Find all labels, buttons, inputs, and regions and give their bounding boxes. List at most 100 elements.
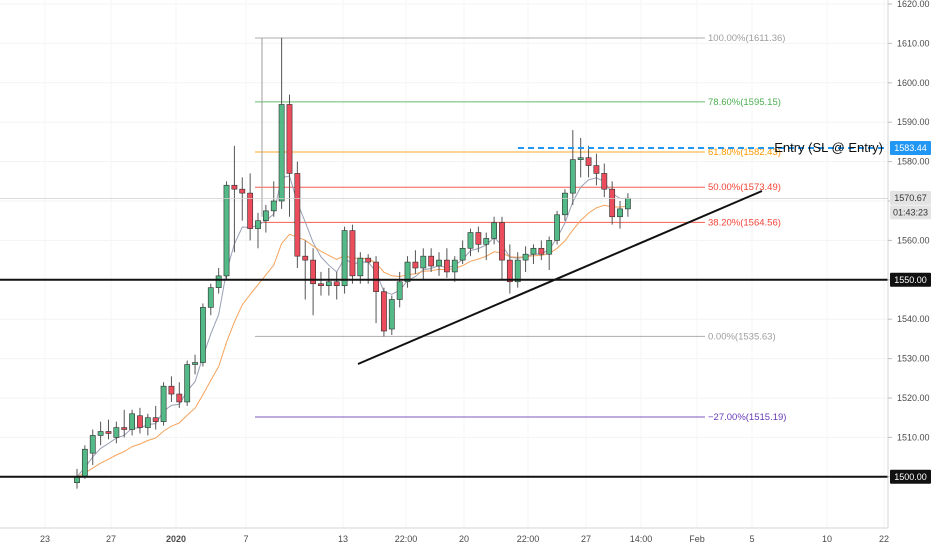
candle-body	[81, 448, 88, 478]
candle	[428, 248, 435, 272]
candle-body	[459, 247, 466, 261]
candle	[475, 226, 482, 253]
x-tick-label: 20	[459, 534, 469, 544]
horizontal-levels[interactable]	[0, 147, 888, 478]
candle	[97, 421, 104, 446]
candle	[617, 201, 623, 229]
candle	[325, 267, 332, 296]
candle-body	[286, 104, 293, 174]
fib-level-label: 78.60%(1595.15)	[708, 97, 781, 108]
candle-body	[302, 255, 309, 261]
candle-body	[207, 287, 214, 308]
candle-body	[341, 230, 348, 287]
candle	[318, 271, 324, 296]
candle-body	[152, 417, 159, 422]
candle	[129, 409, 135, 436]
y-tick-label: 1610.00	[897, 38, 930, 48]
price-tag-box	[890, 469, 931, 484]
x-tick-label: 22:00	[395, 534, 418, 544]
candle	[302, 240, 309, 300]
candle-body	[412, 261, 419, 269]
y-tick-label: 1520.00	[897, 393, 930, 403]
candle-body	[538, 247, 545, 255]
candle-body	[325, 281, 332, 287]
candle	[506, 244, 513, 294]
candle-body	[247, 192, 254, 229]
candle	[554, 210, 560, 245]
candle	[420, 248, 427, 280]
candle	[404, 256, 411, 288]
x-tick-label: 7	[243, 534, 248, 544]
candle	[451, 256, 458, 282]
time-axis[interactable]: 23 27 2020 7 13 22:00 20 22:00 27 14:00 Feb 5 10 22	[0, 527, 889, 544]
candle-body	[483, 238, 490, 245]
y-tick-label: 1600.00	[897, 78, 930, 88]
candle-body	[168, 385, 175, 395]
candle-body	[373, 261, 379, 292]
candle-body	[624, 197, 631, 210]
fib-level-label: 38.20%(1564.56)	[708, 217, 781, 228]
candle	[294, 161, 301, 268]
candle	[381, 287, 387, 337]
candle	[443, 248, 450, 278]
candle	[168, 376, 175, 402]
candle	[569, 130, 576, 205]
candle	[81, 445, 88, 479]
candle	[105, 419, 112, 440]
candle	[388, 295, 395, 335]
fib-level-label: 0.00%(1535.63)	[708, 331, 776, 342]
candle	[396, 271, 403, 308]
candle-body	[192, 362, 198, 365]
candle-body	[215, 275, 222, 288]
candle	[609, 181, 616, 225]
candle-body	[506, 259, 513, 283]
candle-body	[388, 299, 395, 330]
candle-body	[617, 208, 623, 218]
candle	[137, 407, 143, 434]
candle	[121, 409, 128, 438]
candle	[286, 94, 293, 217]
candle	[459, 240, 466, 265]
price-tag-box	[890, 190, 931, 205]
candlestick-series	[74, 37, 631, 489]
price-tags: 1583.44 1570.67 01:43:23 1550.00 1500.00	[890, 141, 931, 484]
entry-annotation[interactable]: Entry (SL @ Entry)	[774, 140, 883, 155]
price-tag-box	[890, 141, 931, 156]
candle	[341, 226, 348, 294]
trendline	[357, 190, 763, 365]
candle-body	[318, 283, 324, 287]
candle	[262, 204, 269, 233]
candle	[144, 413, 151, 436]
candle	[192, 354, 198, 375]
trendline-group[interactable]	[357, 190, 763, 365]
candle-body	[601, 173, 608, 190]
candle	[499, 216, 505, 280]
price-tag-label: 01:43:23	[893, 207, 928, 217]
candle-body	[270, 200, 277, 212]
candle-body	[231, 184, 238, 190]
candle	[562, 189, 568, 221]
candle	[231, 145, 238, 253]
y-tick-label: 1530.00	[897, 354, 930, 364]
candle-body	[121, 427, 128, 430]
price-tag-label: 1500.00	[894, 472, 927, 482]
y-tick-label: 1540.00	[897, 314, 930, 324]
candle-body	[404, 261, 411, 283]
candle-body	[105, 431, 112, 434]
candle-body	[160, 385, 167, 422]
candle	[436, 252, 442, 276]
price-tag-box	[890, 272, 931, 287]
candle-body	[113, 427, 120, 438]
candle	[200, 303, 206, 367]
candle-body	[184, 364, 191, 403]
y-tick-label: 1620.00	[897, 0, 930, 9]
y-tick-label: 1560.00	[897, 235, 930, 245]
candle-body	[176, 393, 183, 403]
x-tick-label: 27	[581, 534, 591, 544]
fibonacci-retracement[interactable]: 100.00%(1611.36) 78.60%(1595.15) 61.80%(15…	[255, 33, 786, 423]
fib-level-label: −27.00%(1515.19)	[708, 412, 786, 423]
candle-body	[200, 307, 206, 363]
candle-body	[262, 210, 269, 222]
x-tick-label: 27	[106, 534, 116, 544]
